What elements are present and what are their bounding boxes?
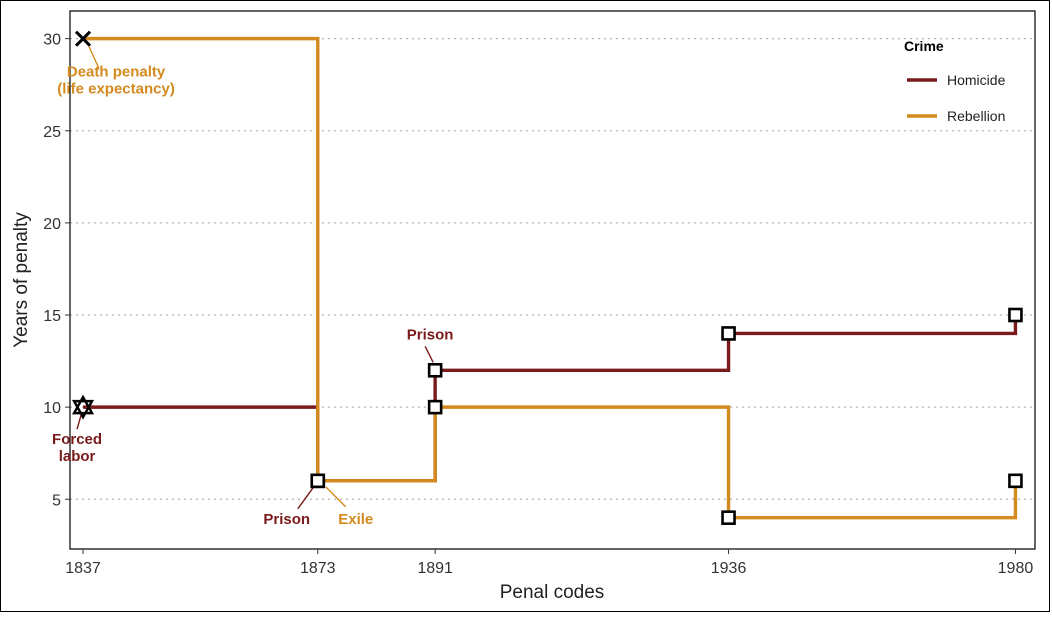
marker-homicide-1837 — [71, 394, 95, 420]
annotation-label-3: Exile — [338, 511, 373, 528]
annotation-label-0: Death penalty (life expectancy) — [57, 64, 175, 98]
legend-label-rebellion: Rebellion — [947, 108, 1005, 124]
x-axis-title: Penal codes — [500, 582, 605, 603]
y-tick-label-20: 20 — [43, 216, 61, 233]
y-tick-label-5: 5 — [52, 492, 61, 509]
marker-rebellion-1980 — [1008, 473, 1023, 489]
annotation-line-1-1: labor — [59, 448, 96, 465]
annotation-line-2-0: Prison — [263, 511, 310, 528]
marker-rebellion-1891 — [427, 399, 443, 415]
annotation-connector-4 — [424, 345, 434, 363]
marker-rebellion-1873 — [310, 473, 326, 489]
gridlines — [70, 38, 1035, 500]
annotation-connector-0 — [88, 46, 100, 69]
annotation-line-1-0: Forced — [52, 431, 102, 448]
annotation-label-4: Prison — [407, 326, 454, 343]
annotations: Death penalty (life expectancy) Forced labo… — [52, 64, 453, 528]
annotation-line-3-0: Exile — [338, 511, 373, 528]
marker-homicide-1980 — [1008, 307, 1023, 323]
legend: Crime Homicide Rebellion — [904, 38, 1006, 124]
annotation-connector-1 — [76, 414, 82, 430]
series-lines — [83, 36, 1018, 520]
x-tick-label-1980: 1980 — [998, 560, 1034, 577]
annotation-label-1: Forced labor — [52, 431, 102, 465]
legend-label-homicide: Homicide — [947, 72, 1006, 88]
series-line-homicide — [83, 315, 1018, 483]
annotation-line-0-0: Death penalty — [67, 64, 166, 81]
x-tick-label-1936: 1936 — [711, 560, 747, 577]
x-tick-label-1837: 1837 — [65, 560, 101, 577]
marker-rebellion-1936 — [721, 510, 736, 525]
x-tick-label-1891: 1891 — [417, 560, 453, 577]
point-markers — [71, 30, 1023, 525]
x-axis: 1837 1873 1891 1936 1980 — [65, 549, 1033, 577]
marker-homicide-1936 — [721, 326, 736, 341]
annotation-connector-3 — [325, 486, 347, 508]
y-tick-label-30: 30 — [43, 32, 61, 49]
y-tick-label-15: 15 — [43, 308, 61, 325]
series-line-rebellion — [83, 36, 1018, 520]
marker-homicide-1891 — [427, 362, 443, 378]
y-tick-label-25: 25 — [43, 124, 61, 141]
annotation-line-4-0: Prison — [407, 326, 454, 343]
annotation-connectors — [76, 46, 434, 510]
y-axis-title: Years of penalty — [11, 212, 32, 348]
annotation-label-2: Prison — [263, 511, 310, 528]
y-tick-label-10: 10 — [43, 400, 61, 417]
marker-rebellion-1837 — [74, 30, 92, 47]
legend-title: Crime — [904, 38, 944, 54]
x-tick-label-1873: 1873 — [300, 560, 336, 577]
plot-panel-border — [69, 10, 1036, 550]
y-axis: 5 10 15 20 25 30 — [43, 32, 70, 509]
annotation-connector-2 — [297, 486, 315, 510]
annotation-line-0-1: (life expectancy) — [57, 81, 175, 98]
